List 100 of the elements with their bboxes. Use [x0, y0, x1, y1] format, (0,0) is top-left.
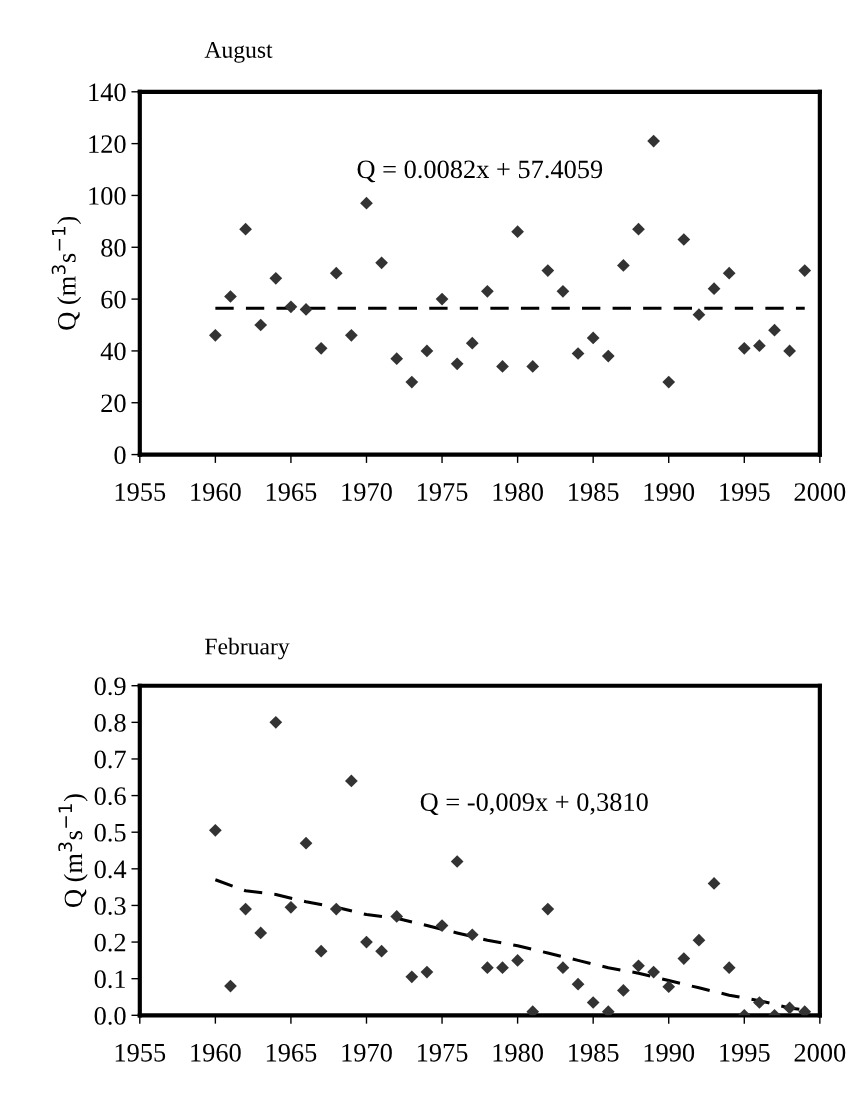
- point: [707, 282, 721, 296]
- y-tick-label: 0.6: [94, 787, 126, 806]
- y-tick-label: 0.2: [94, 933, 126, 952]
- y-tick-label: 0: [114, 446, 126, 464]
- x-tick-label: 1970: [342, 483, 392, 501]
- point: [798, 264, 812, 277]
- point: [420, 965, 434, 979]
- point: [662, 980, 676, 994]
- annotation: Q = -0,009x + 0,3810: [420, 793, 648, 815]
- y-tick-label: 100: [89, 187, 126, 205]
- y-tick-label: 0.5: [94, 823, 126, 842]
- y-tick-label: 20: [101, 394, 126, 413]
- point: [254, 926, 268, 940]
- point: [224, 290, 237, 303]
- point: [677, 952, 691, 965]
- y-tick-label: 0.7: [94, 750, 126, 769]
- x-tick-label: 1995: [720, 483, 770, 501]
- point: [511, 225, 524, 239]
- y-tick-label: 0.4: [94, 860, 127, 879]
- y-tick-label: 0.1: [94, 970, 126, 989]
- point: [209, 329, 222, 342]
- y-axis-title: Q (m$^{3}$s$^{−1}$): [58, 794, 88, 907]
- point: [571, 977, 585, 991]
- point: [647, 965, 660, 979]
- point: [465, 336, 479, 350]
- point: [601, 1005, 615, 1016]
- point: [239, 902, 252, 916]
- point: [209, 824, 222, 837]
- point: [783, 344, 796, 358]
- point: [329, 902, 343, 916]
- x-tick-label: 1955: [115, 1043, 166, 1062]
- point: [768, 323, 781, 337]
- point: [314, 341, 328, 355]
- y-axis-title: Q (m$^{3}$s$^{−1}$): [51, 216, 82, 330]
- x-tick-label: 1990: [644, 1043, 695, 1062]
- point: [314, 944, 328, 958]
- x-tick-label: 2000: [794, 483, 846, 501]
- point: [692, 933, 706, 947]
- x-tick-label: 1990: [644, 483, 695, 501]
- point: [586, 996, 600, 1009]
- chart-title: August: [204, 42, 273, 63]
- point: [329, 266, 343, 280]
- annotation: Q = 0.0082x + 57.4059: [357, 160, 603, 183]
- point: [481, 284, 494, 298]
- point: [299, 836, 313, 850]
- y-tick-label: 0.0: [94, 1006, 126, 1025]
- x-tick-label: 1965: [266, 483, 317, 501]
- point: [435, 292, 449, 306]
- point: [450, 855, 464, 868]
- x-tick-label: 1955: [115, 483, 166, 501]
- point: [284, 300, 298, 314]
- x-tick-label: 1965: [266, 1043, 317, 1062]
- point: [269, 715, 283, 729]
- point: [345, 774, 358, 788]
- y-tick-label: 120: [89, 135, 126, 154]
- point: [586, 331, 600, 345]
- x-tick-label: 2000: [794, 1043, 846, 1062]
- point: [284, 900, 298, 914]
- y-tick-label: 0.9: [94, 677, 126, 696]
- point: [556, 961, 570, 975]
- y-tick-label: 0.8: [94, 713, 126, 732]
- point: [526, 360, 540, 373]
- y-tick-label: 0.3: [94, 897, 126, 915]
- point: [375, 944, 388, 958]
- point: [375, 256, 388, 270]
- point: [481, 961, 494, 975]
- point: [345, 329, 358, 342]
- point: [360, 196, 373, 210]
- point: [541, 902, 555, 916]
- point: [556, 284, 570, 298]
- x-tick-label: 1960: [191, 1043, 241, 1062]
- point: [783, 1001, 796, 1015]
- point: [632, 959, 645, 973]
- x-tick-label: 1975: [417, 483, 468, 501]
- point: [390, 910, 404, 923]
- point: [737, 341, 751, 355]
- point: [511, 954, 524, 967]
- y-tick-label: 60: [101, 290, 126, 309]
- point: [541, 264, 555, 277]
- x-tick-label: 1960: [191, 483, 241, 501]
- x-tick-label: 1980: [493, 1043, 543, 1062]
- x-tick-label: 1975: [417, 1043, 468, 1062]
- point: [692, 308, 706, 322]
- point: [405, 375, 419, 389]
- point: [798, 1005, 812, 1016]
- point: [722, 266, 736, 280]
- x-tick-label: 1985: [569, 483, 619, 501]
- point: [239, 222, 252, 236]
- point: [722, 961, 736, 975]
- point: [753, 339, 766, 353]
- point: [450, 357, 464, 371]
- point: [496, 961, 509, 975]
- y-tick-label: 40: [100, 342, 126, 361]
- point: [753, 996, 766, 1009]
- y-tick-label: 80: [101, 238, 126, 257]
- point: [601, 349, 615, 363]
- x-tick-label: 1980: [493, 483, 543, 501]
- point: [526, 1005, 540, 1016]
- y-tick-label: 140: [89, 83, 126, 102]
- point: [465, 928, 479, 942]
